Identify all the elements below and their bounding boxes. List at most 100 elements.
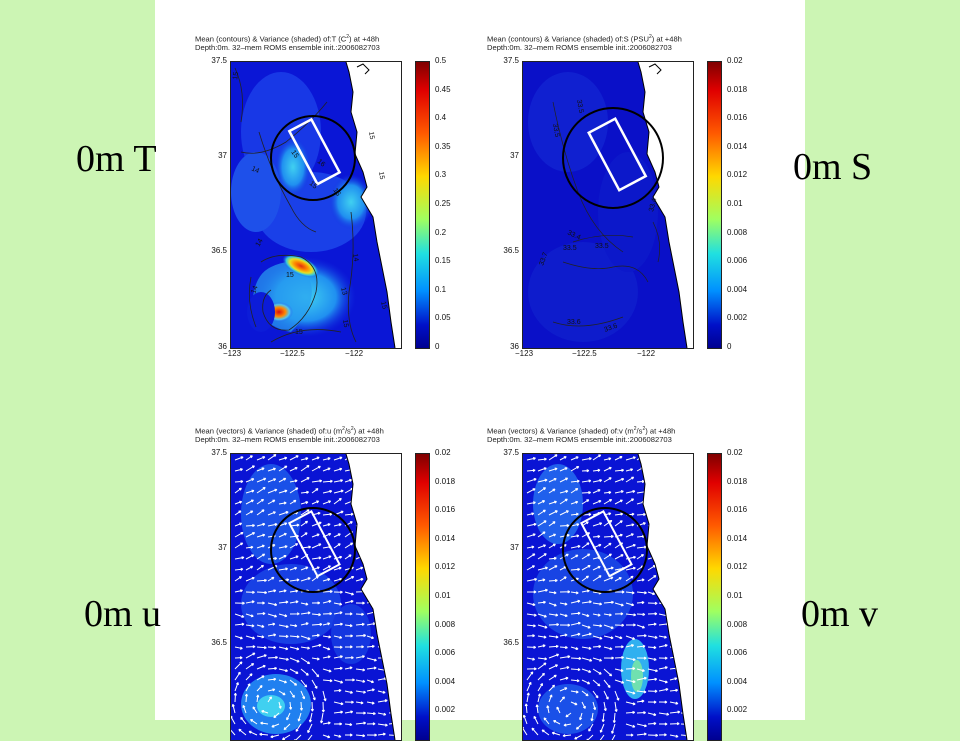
velocity-vector [658,700,668,704]
velocity-vector [548,500,557,505]
y-tick-label: 36.5 [211,638,227,647]
velocity-vector [300,611,311,615]
velocity-vector [256,477,267,483]
velocity-vector [278,634,289,638]
velocity-vector [333,456,343,461]
velocity-vector [526,667,537,671]
velocity-vector [267,488,278,494]
velocity-vector [234,542,244,549]
velocity-vector [636,612,646,616]
velocity-vector [548,674,557,681]
colorbar-tick-label: 0.35 [435,141,451,151]
colorbar-tick-label: 0.014 [727,533,748,543]
velocity-vector [592,489,601,494]
velocity-vector [245,663,255,670]
velocity-vector [625,591,635,595]
velocity-vector [559,477,569,483]
velocity-vector [289,612,300,616]
velocity-vector [234,531,244,538]
velocity-vector [289,466,298,472]
velocity-vector [245,613,254,618]
velocity-vector [537,520,547,527]
velocity-vector [344,512,354,516]
velocity-vector [311,556,322,560]
velocity-vector [647,689,658,693]
velocity-vector [234,567,244,571]
velocity-vector [366,666,377,670]
velocity-vector [333,489,344,494]
velocity-vector [289,690,295,698]
velocity-vector [559,676,569,681]
velocity-vector [311,521,322,527]
velocity-vector [658,635,667,639]
velocity-vector [300,622,309,626]
velocity-vector [581,532,591,538]
velocity-vector [592,468,601,472]
velocity-vector [256,590,268,595]
velocity-vector [234,613,245,618]
velocity-vector [256,553,266,560]
velocity-vector [267,645,277,650]
velocity-vector [647,668,658,673]
velocity-vector [614,602,624,607]
velocity-vector [311,488,319,494]
velocity-vector [625,523,635,527]
velocity-vector [537,635,547,639]
velocity-vector [234,646,243,650]
velocity-vector [559,645,568,650]
velocity-vector [245,510,254,516]
velocity-vector [289,646,300,651]
velocity-vector [289,600,299,604]
velocity-vector [669,701,679,705]
velocity-vector [311,679,318,689]
velocity-vector [267,696,272,703]
velocity-vector [322,635,332,639]
velocity-vector [234,661,243,670]
velocity-vector [366,644,375,648]
colorbar-tick-label: 0.012 [727,562,748,572]
velocity-vector [625,613,637,617]
plot-subtitle: Depth:0m. 32–mem ROMS ensemble init.:200… [487,43,672,52]
velocity-vector [636,591,647,595]
colorbar-tick-label: 0.006 [727,648,748,658]
velocity-vector [256,578,267,583]
x-tick-label: −122.5 [572,349,597,358]
y-tick-label: 37 [510,151,519,160]
velocity-vector [289,679,298,686]
velocity-vector [647,657,657,661]
velocity-vector [245,624,255,628]
velocity-vector [559,576,567,582]
velocity-vector [592,690,599,699]
velocity-vector [355,612,364,616]
velocity-vector [526,565,535,571]
plot-title: Mean (contours) & Variance (shaded) of:S… [487,34,682,44]
velocity-vector [603,477,612,483]
velocity-vector [614,590,625,594]
velocity-vector [344,690,353,694]
colorbar-tick-label: 0.016 [727,505,748,515]
velocity-vector [636,676,647,681]
velocity-vector [581,613,590,618]
velocity-vector [625,476,635,483]
velocity-vector [537,693,542,703]
velocity-vector [245,489,255,494]
velocity-vector [245,465,255,472]
velocity-vector [311,543,322,549]
velocity-vector [377,712,387,716]
velocity-vector [603,613,612,617]
contour-label: 33.4 [648,197,658,212]
velocity-vector [603,576,614,582]
velocity-vector [570,646,579,651]
velocity-vector [322,690,327,702]
velocity-vector [559,498,568,505]
velocity-vector [344,576,355,582]
y-tick-label: 37.5 [503,56,519,65]
velocity-vector [592,602,603,606]
contour-label: 33.6 [603,323,618,334]
velocity-vector [546,705,550,714]
velocity-vector [581,690,589,697]
velocity-vector [267,655,278,660]
velocity-vector [570,701,578,706]
colorbar-tick-label: 0.15 [435,256,451,266]
velocity-vector [234,622,245,626]
